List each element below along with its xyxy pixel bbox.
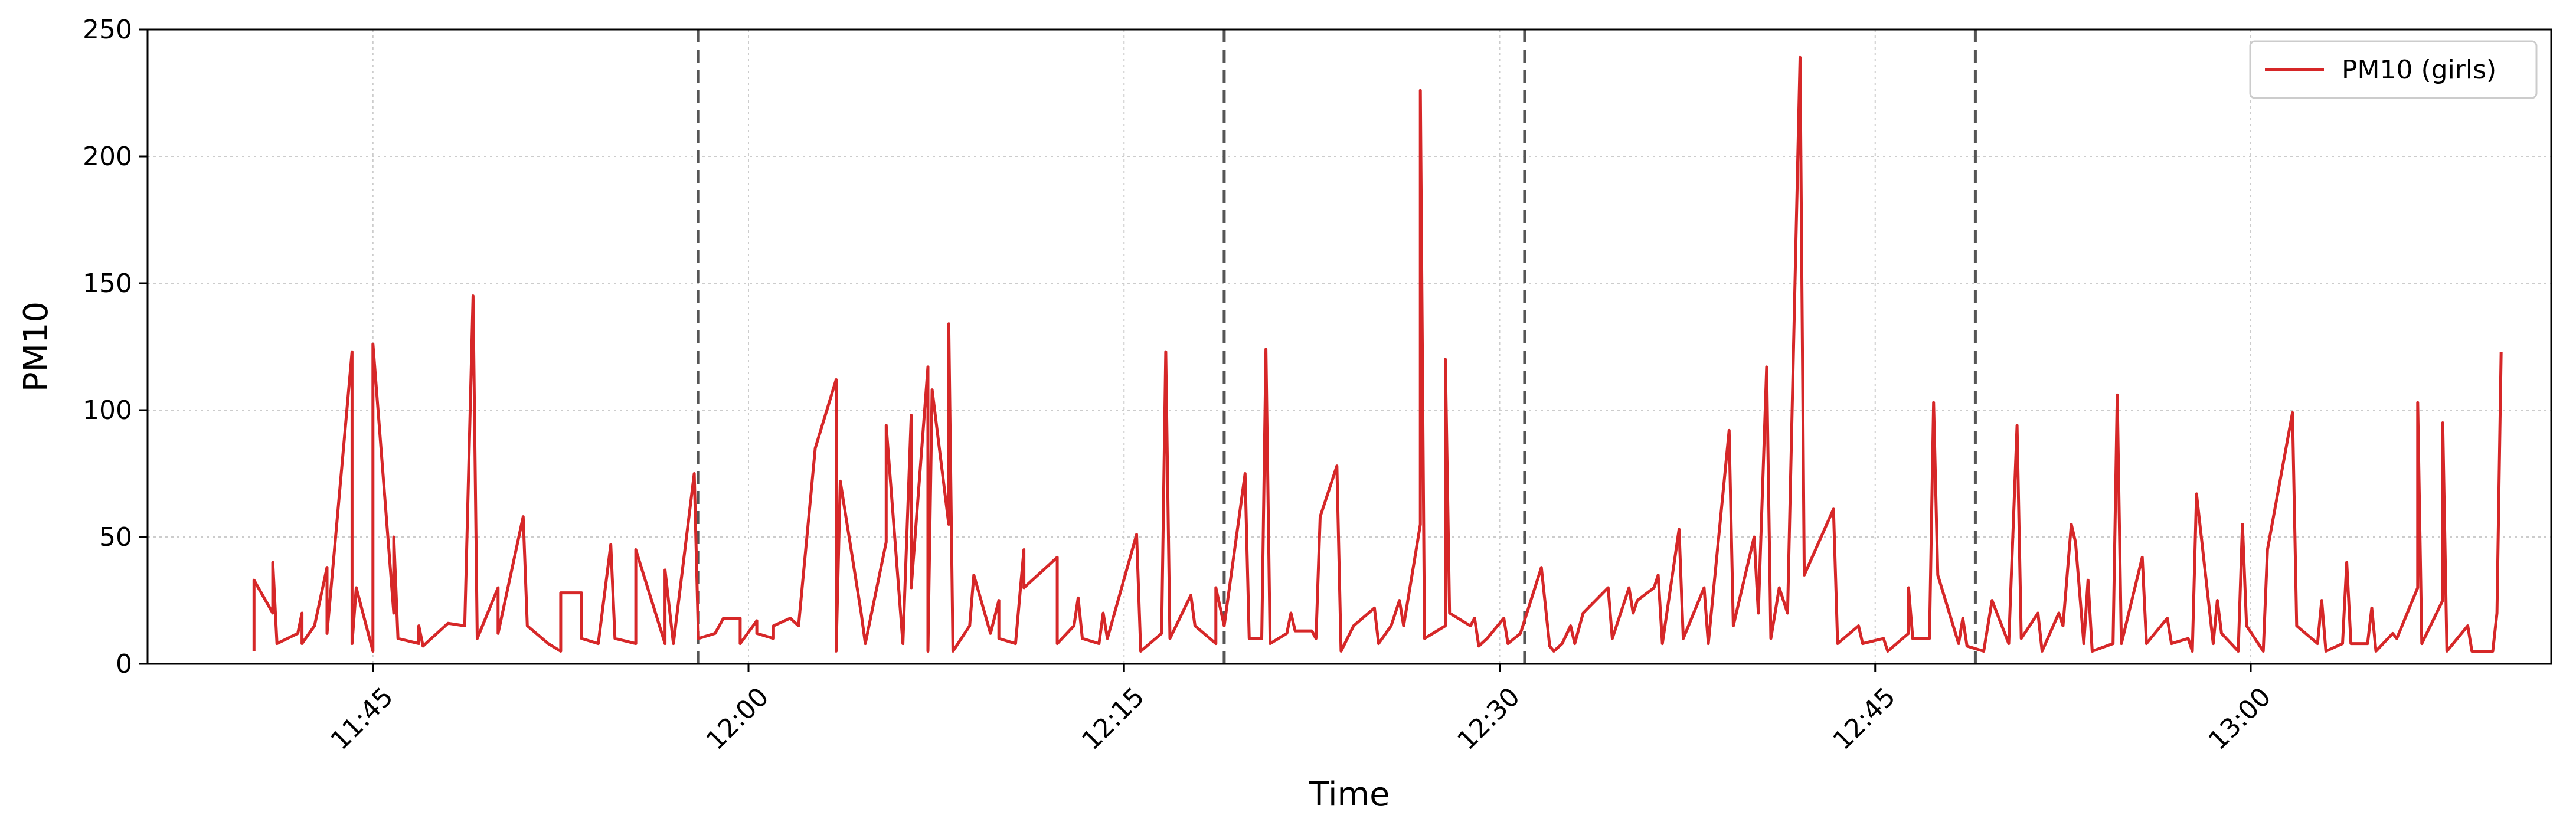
y-tick-label: 250	[83, 15, 132, 45]
y-tick-label: 200	[83, 142, 132, 172]
y-axis-ticks: 0 50 100 150 200 250	[83, 15, 148, 679]
y-tick-label: 150	[83, 268, 132, 299]
y-tick-label: 0	[116, 649, 132, 679]
plot-area-frame	[146, 28, 2552, 665]
y-tick-label: 100	[83, 395, 132, 425]
vertical-marker-lines	[697, 30, 1977, 664]
y-axis-label: PM10	[17, 302, 55, 392]
x-axis-label: Time	[1308, 775, 1390, 814]
series-layer	[252, 55, 2503, 653]
legend-label-pm10: PM10 (girls)	[2342, 55, 2496, 85]
legend-box	[2249, 40, 2538, 99]
y-tick-label: 50	[99, 522, 132, 552]
series-line-pm10	[252, 55, 2503, 653]
legend: PM10 (girls)	[2249, 40, 2538, 99]
